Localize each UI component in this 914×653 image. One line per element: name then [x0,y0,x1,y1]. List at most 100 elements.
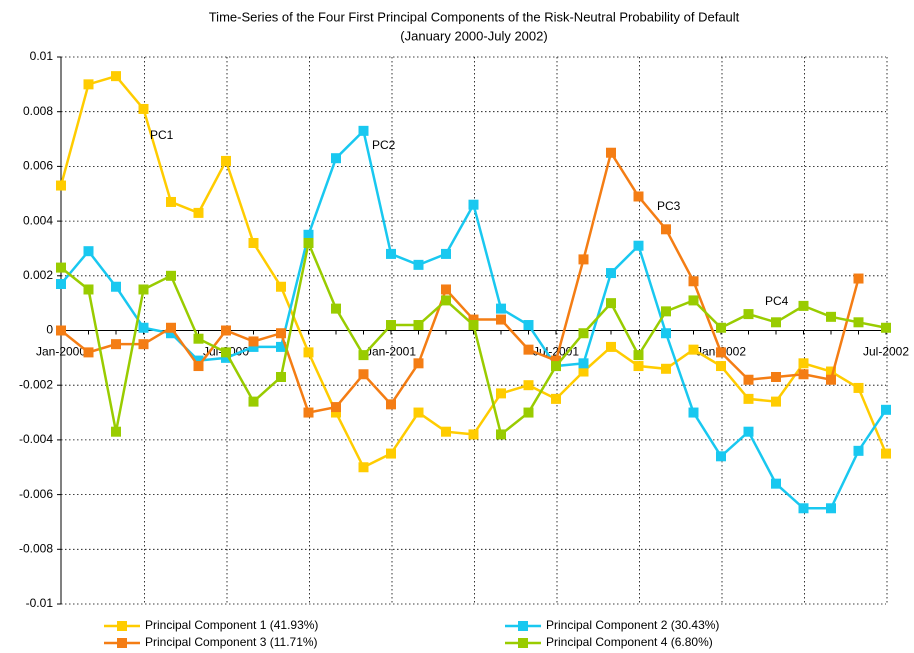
data-point [276,341,286,352]
data-point [276,371,286,382]
data-point [386,248,396,259]
y-tick-label: -0.004 [19,432,53,446]
data-point [248,336,259,347]
data-point [221,325,231,336]
data-point [331,402,341,413]
data-point [606,298,616,309]
series-line [59,74,888,469]
data-point [716,451,726,462]
data-point [606,147,616,158]
data-point [193,333,204,344]
data-point [358,125,369,136]
data-point [413,358,424,369]
y-tick-label: 0 [46,323,53,337]
data-point [331,153,341,164]
data-point [551,355,561,366]
data-point [798,369,809,380]
data-point [56,180,66,191]
data-point [606,268,616,279]
data-point [413,407,424,418]
data-point [688,407,699,418]
data-point [798,358,809,369]
data-point [221,352,231,363]
data-point [358,350,369,361]
data-point [386,320,396,331]
data-point [798,300,809,311]
annotation: PC3 [657,199,681,213]
data-point [221,155,231,166]
data-point [331,303,341,314]
data-point [716,322,726,333]
data-point [633,240,644,251]
y-tick-label: 0.008 [23,104,53,118]
y-tick-label: -0.006 [19,487,53,501]
data-point [413,259,424,270]
legend-marker [518,621,528,631]
data-point [468,199,479,210]
data-point [331,407,341,418]
data-point [881,322,891,333]
data-point [413,320,424,331]
data-point [83,284,94,295]
y-tick-label: 0.004 [23,213,53,227]
legend-label: Principal Component 1 (41.93%) [145,618,318,632]
data-point [853,317,864,328]
data-point [303,229,314,240]
data-point [303,347,314,358]
y-tick-label: 0.002 [23,268,53,282]
legend-marker [117,638,127,648]
data-point [441,295,451,306]
data-point [496,429,506,440]
data-point [551,361,561,372]
y-tick-label: 0.006 [23,159,53,173]
annotation: PC2 [372,138,396,152]
data-point [386,448,396,459]
data-point [83,79,94,90]
data-point [496,314,506,325]
data-point [881,448,891,459]
data-point [138,103,149,114]
annotation: PC4 [765,294,789,308]
data-point [716,347,726,358]
y-tick-label: -0.002 [19,377,53,391]
data-point [138,284,149,295]
data-point [688,295,699,306]
data-point [661,306,671,317]
data-point [468,320,479,331]
data-point [276,328,286,339]
data-point [303,407,314,418]
data-point [193,361,204,372]
data-point [138,322,149,333]
x-tick-label: Jan-2001 [366,345,416,359]
data-point [661,224,671,235]
data-point [633,350,644,361]
data-point [193,207,204,218]
data-point [221,347,231,358]
legend-marker [117,621,127,631]
data-point [798,503,809,514]
data-point [523,344,534,355]
data-point [661,328,671,339]
data-point [56,262,66,273]
data-point [578,366,589,377]
data-point [606,341,616,352]
data-point [826,503,836,514]
data-point [441,284,451,295]
data-point [688,344,699,355]
chart-title: Time-Series of the Four First Principal … [209,9,740,24]
data-point [111,71,121,82]
data-point [56,279,66,290]
data-point [468,314,479,325]
data-point [138,339,149,350]
data-point [551,393,561,404]
data-point [248,237,259,248]
x-tick-label: Jul-2002 [863,345,909,359]
y-tick-label: -0.008 [19,541,53,555]
data-point [853,273,864,284]
data-point [743,426,754,437]
data-point [248,341,259,352]
data-point [661,363,671,374]
data-point [881,404,891,415]
data-point [853,382,864,393]
